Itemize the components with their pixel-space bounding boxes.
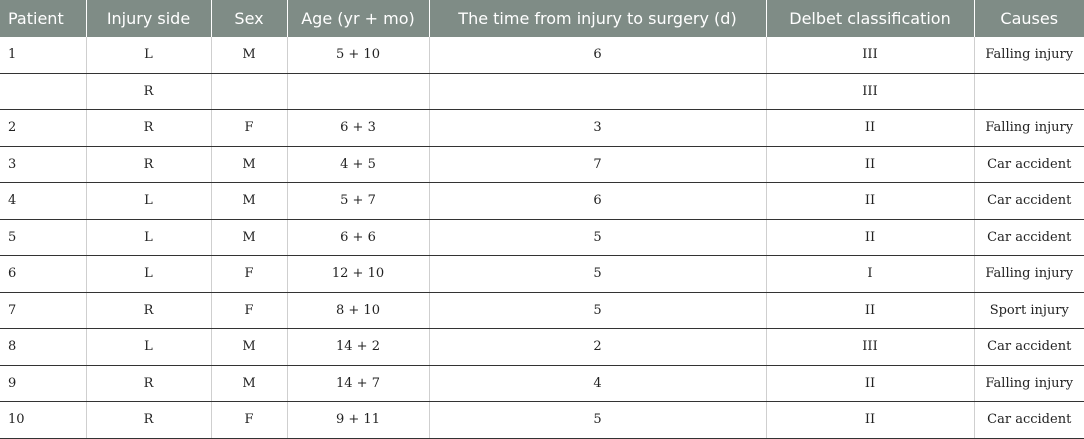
cell-delbet-classification: II (766, 365, 975, 402)
cell-sex: M (211, 328, 288, 366)
table-row: R III (0, 73, 1084, 110)
cell-delbet-classification: II (766, 182, 975, 220)
cell-sex: M (211, 37, 288, 74)
cell-delbet-classification: III (766, 73, 975, 110)
cell-sex: M (211, 146, 288, 183)
cell-time-to-surgery: 4 (429, 365, 767, 402)
table-row: 2 R F 6 + 3 3 II Falling injury (0, 109, 1084, 147)
cell-time-to-surgery: 5 (429, 292, 767, 329)
cell-patient: 3 (0, 146, 87, 183)
cell-delbet-classification: II (766, 146, 975, 183)
cell-age: 12 + 10 (287, 255, 430, 293)
cell-injury-side: R (86, 109, 212, 147)
cell-patient: 8 (0, 328, 87, 366)
cell-time-to-surgery: 6 (429, 37, 767, 74)
cell-delbet-classification: III (766, 328, 975, 366)
cell-causes (974, 73, 1084, 110)
cell-injury-side: L (86, 328, 212, 366)
cell-time-to-surgery (429, 73, 767, 110)
cell-injury-side: L (86, 219, 212, 256)
cell-causes: Falling injury (974, 255, 1084, 293)
cell-injury-side: R (86, 292, 212, 329)
cell-time-to-surgery: 3 (429, 109, 767, 147)
cell-causes: Falling injury (974, 365, 1084, 402)
header-time-to-surgery: The time from injury to surgery (d) (429, 0, 767, 37)
cell-delbet-classification: II (766, 401, 975, 439)
table-row: 10 R F 9 + 11 5 II Car accident (0, 401, 1084, 439)
cell-patient: 10 (0, 401, 87, 439)
cell-causes: Falling injury (974, 109, 1084, 147)
cell-age (287, 73, 430, 110)
cell-age: 14 + 2 (287, 328, 430, 366)
cell-time-to-surgery: 7 (429, 146, 767, 183)
cell-delbet-classification: III (766, 37, 975, 74)
cell-sex: M (211, 219, 288, 256)
table-row: 6 L F 12 + 10 5 I Falling injury (0, 255, 1084, 293)
cell-patient (0, 73, 87, 110)
cell-causes: Car accident (974, 146, 1084, 183)
header-sex: Sex (211, 0, 288, 37)
cell-time-to-surgery: 5 (429, 219, 767, 256)
cell-causes: Falling injury (974, 37, 1084, 74)
cell-causes: Car accident (974, 401, 1084, 439)
cell-delbet-classification: II (766, 219, 975, 256)
header-causes: Causes (974, 0, 1084, 37)
cell-age: 9 + 11 (287, 401, 430, 439)
header-delbet-classification: Delbet classification (766, 0, 975, 37)
cell-patient: 2 (0, 109, 87, 147)
header-age: Age (yr + mo) (287, 0, 430, 37)
table-row: 3 R M 4 + 5 7 II Car accident (0, 146, 1084, 183)
cell-sex: F (211, 109, 288, 147)
cell-patient: 1 (0, 37, 87, 74)
cell-time-to-surgery: 2 (429, 328, 767, 366)
cell-time-to-surgery: 6 (429, 182, 767, 220)
cell-causes: Car accident (974, 328, 1084, 366)
cell-sex: M (211, 365, 288, 402)
cell-patient: 7 (0, 292, 87, 329)
cell-injury-side: R (86, 401, 212, 439)
cell-age: 14 + 7 (287, 365, 430, 402)
cell-causes: Sport injury (974, 292, 1084, 329)
table-header: Patient Injury side Sex Age (yr + mo) Th… (0, 0, 1084, 37)
cell-age: 8 + 10 (287, 292, 430, 329)
cell-patient: 6 (0, 255, 87, 293)
cell-sex: F (211, 401, 288, 439)
table-row: 9 R M 14 + 7 4 II Falling injury (0, 365, 1084, 402)
cell-age: 6 + 6 (287, 219, 430, 256)
cell-injury-side: R (86, 365, 212, 402)
cell-delbet-classification: II (766, 292, 975, 329)
cell-delbet-classification: I (766, 255, 975, 293)
cell-injury-side: L (86, 182, 212, 220)
cell-sex (211, 73, 288, 110)
cell-causes: Car accident (974, 182, 1084, 220)
cell-patient: 9 (0, 365, 87, 402)
cell-injury-side: R (86, 73, 212, 110)
cell-causes: Car accident (974, 219, 1084, 256)
cell-age: 6 + 3 (287, 109, 430, 147)
header-row: Patient Injury side Sex Age (yr + mo) Th… (0, 0, 1084, 37)
cell-sex: M (211, 182, 288, 220)
cell-age: 5 + 7 (287, 182, 430, 220)
cell-time-to-surgery: 5 (429, 401, 767, 439)
table-row: 7 R F 8 + 10 5 II Sport injury (0, 292, 1084, 329)
cell-injury-side: L (86, 255, 212, 293)
cell-age: 4 + 5 (287, 146, 430, 183)
cell-sex: F (211, 292, 288, 329)
cell-sex: F (211, 255, 288, 293)
table-row: 5 L M 6 + 6 5 II Car accident (0, 219, 1084, 256)
cell-time-to-surgery: 5 (429, 255, 767, 293)
cell-age: 5 + 10 (287, 37, 430, 74)
table-body: 1 L M 5 + 10 6 III Falling injury R III … (0, 37, 1084, 439)
table-row: 4 L M 5 + 7 6 II Car accident (0, 182, 1084, 220)
header-patient: Patient (0, 0, 87, 37)
header-injury-side: Injury side (86, 0, 212, 37)
table-row: 8 L M 14 + 2 2 III Car accident (0, 328, 1084, 366)
cell-patient: 4 (0, 182, 87, 220)
cell-delbet-classification: II (766, 109, 975, 147)
table-row: 1 L M 5 + 10 6 III Falling injury (0, 37, 1084, 74)
cell-injury-side: R (86, 146, 212, 183)
cell-patient: 5 (0, 219, 87, 256)
cell-injury-side: L (86, 37, 212, 74)
